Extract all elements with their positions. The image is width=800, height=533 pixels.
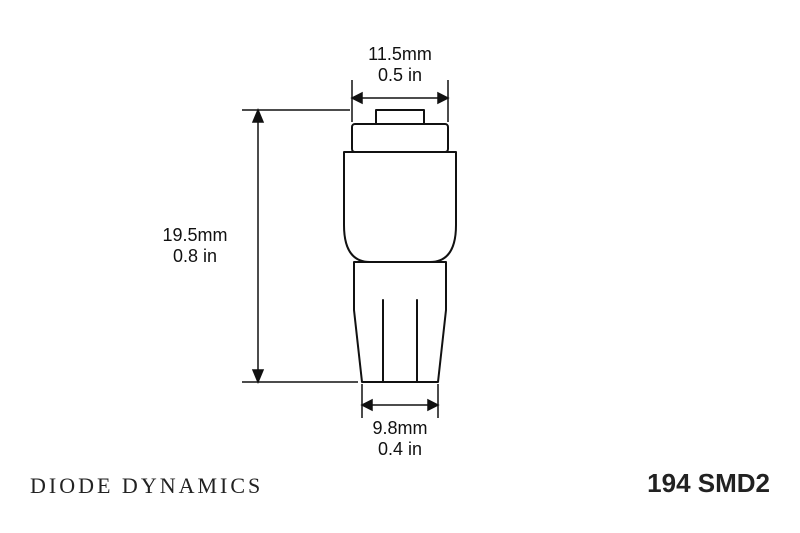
- dim-height: [242, 110, 358, 382]
- dim-bottom: [362, 384, 438, 418]
- dim-height-mm: 19.5mm: [162, 225, 227, 245]
- bulb-base: [354, 262, 446, 382]
- bulb-collar: [352, 124, 448, 152]
- diagram-canvas: 11.5mm 0.5 in 19.5mm 0.8 in 9.8mm 0.4 in: [0, 0, 800, 533]
- dim-height-label: 19.5mm 0.8 in: [150, 225, 240, 266]
- dim-bottom-label: 9.8mm 0.4 in: [365, 418, 435, 459]
- dim-top-in: 0.5 in: [378, 65, 422, 85]
- dim-top-mm: 11.5mm: [368, 44, 432, 64]
- brand-text: DIODE DYNAMICS: [30, 473, 263, 499]
- dim-top-label: 11.5mm 0.5 in: [360, 44, 440, 85]
- dim-height-in: 0.8 in: [173, 246, 217, 266]
- product-text: 194 SMD2: [647, 468, 770, 499]
- dim-top: [352, 80, 448, 122]
- dim-bottom-in: 0.4 in: [378, 439, 422, 459]
- bulb-cap: [376, 110, 424, 124]
- dim-bottom-mm: 9.8mm: [372, 418, 427, 438]
- bulb-dome: [344, 152, 456, 262]
